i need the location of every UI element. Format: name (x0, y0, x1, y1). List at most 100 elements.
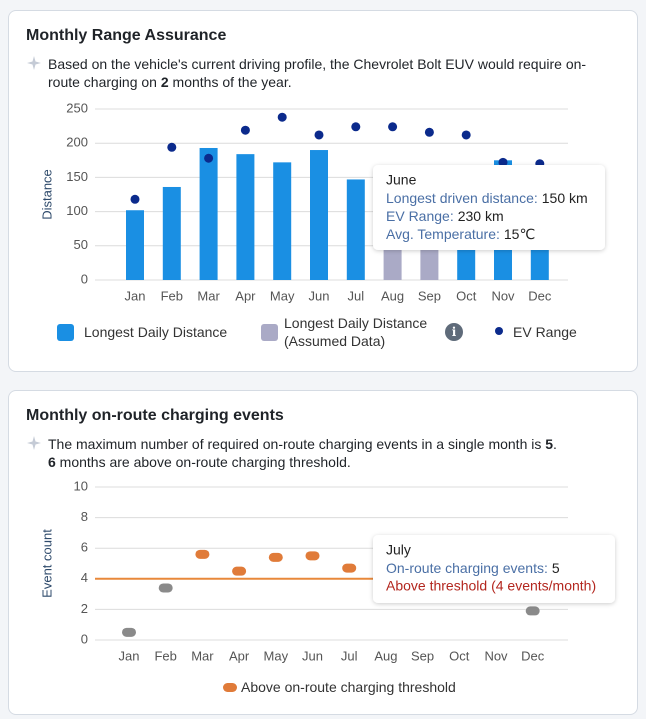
legend-label: Above on-route charging threshold (241, 679, 456, 695)
x-tick-label: Dec (528, 288, 552, 303)
tooltip-value: 150 km (542, 190, 588, 206)
text: 2 (160, 74, 169, 90)
x-tick-label: Apr (229, 648, 250, 663)
info-icon: i (445, 323, 463, 341)
tooltip-row: On-route charging events: 5 (386, 560, 560, 576)
x-tick-label: Jun (309, 288, 330, 303)
y-tick-label: 200 (66, 135, 88, 150)
x-tick-label: Jul (347, 288, 364, 303)
range-dot (167, 142, 177, 152)
event-point (158, 583, 173, 593)
bar (199, 147, 218, 280)
legend-label: Longest Daily Distance (84, 324, 228, 340)
event-point (342, 563, 357, 573)
range-dot (461, 130, 471, 140)
range-dot (498, 157, 508, 167)
sparkle-icon (27, 56, 41, 70)
text: 5 (545, 436, 554, 452)
x-tick-label: Feb (154, 648, 176, 663)
text: 6 (48, 454, 56, 470)
text: months are above on-route charging thres… (55, 454, 351, 470)
x-tick-label: Aug (381, 288, 404, 303)
bar (162, 186, 181, 280)
event-point (525, 606, 540, 616)
tooltip-title: July (386, 542, 411, 558)
tooltip (373, 165, 605, 250)
tooltip-value: 230 km (458, 208, 504, 224)
card-title: Monthly on-route charging events (26, 407, 284, 424)
y-tick-label: 2 (81, 601, 88, 616)
tooltip-label: Longest driven distance: (386, 190, 538, 206)
y-axis-title: Distance (39, 169, 54, 220)
bar (126, 210, 144, 280)
range-dot (240, 125, 250, 135)
event-point (232, 566, 247, 576)
tooltip-label: Avg. Temperature: (386, 226, 500, 242)
range-dot (388, 122, 398, 132)
y-tick-label: 0 (81, 271, 88, 286)
x-tick-label: Nov (484, 648, 508, 663)
x-tick-label: Jan (119, 648, 140, 663)
event-point (122, 627, 136, 637)
text: . (553, 436, 557, 452)
bar (273, 162, 292, 280)
tooltip-label: EV Range: (386, 208, 454, 224)
x-tick-label: Apr (235, 288, 256, 303)
x-tick-label: Aug (374, 648, 397, 663)
y-tick-label: 100 (66, 203, 88, 218)
text: months of the year. (168, 74, 292, 90)
event-point (268, 552, 283, 562)
x-tick-label: Oct (456, 288, 477, 303)
x-tick-label: Jun (302, 648, 323, 663)
y-tick-label: 150 (66, 169, 88, 184)
y-tick-label: 50 (74, 237, 88, 252)
description: Based on the vehicle's current driving p… (48, 55, 608, 91)
x-tick-label: Oct (449, 648, 470, 663)
legend-swatch (223, 683, 237, 692)
x-tick-label: Sep (411, 648, 434, 663)
legend-swatch (261, 324, 278, 341)
sparkle-icon (27, 436, 41, 450)
x-tick-label: Dec (521, 648, 545, 663)
legend-label: EV Range (513, 324, 577, 340)
range-dot (424, 127, 434, 137)
x-tick-label: May (270, 288, 295, 303)
tooltip-title: June (386, 172, 417, 188)
event-point (195, 549, 210, 559)
tooltip-row: Avg. Temperature: 15℃ (386, 226, 535, 242)
card-title: Monthly Range Assurance (26, 27, 227, 44)
bar (346, 179, 365, 280)
y-tick-label: 6 (81, 540, 88, 555)
tooltip-row: Longest driven distance: 150 km (386, 190, 588, 206)
tooltip-value: 5 (552, 560, 560, 576)
range-dot (314, 130, 324, 140)
x-tick-label: Mar (191, 648, 214, 663)
bar (310, 150, 328, 280)
y-tick-label: 4 (81, 570, 88, 585)
tooltip-label: On-route charging events: (386, 560, 548, 576)
y-tick-label: 0 (81, 631, 88, 646)
x-tick-label: Feb (161, 288, 183, 303)
description: The maximum number of required on-route … (48, 435, 608, 471)
x-tick-label: Sep (418, 288, 441, 303)
y-tick-label: 8 (81, 509, 88, 524)
text: Based on the vehicle's current driving p… (48, 56, 587, 90)
tooltip (373, 535, 615, 603)
range-dot (277, 112, 287, 122)
range-dot (130, 194, 140, 204)
y-axis-title: Event count (39, 529, 54, 598)
tooltip-value: 15℃ (504, 226, 535, 242)
range-dot (351, 122, 361, 132)
legend-swatch (57, 324, 74, 341)
y-tick-label: 250 (66, 100, 88, 115)
tooltip-note: Above threshold (4 events/month) (386, 578, 596, 594)
event-point (305, 551, 320, 561)
tooltip-row: EV Range: 230 km (386, 208, 504, 224)
x-tick-label: May (264, 648, 289, 663)
x-tick-label: Jul (341, 648, 358, 663)
y-tick-label: 10 (74, 478, 88, 493)
text: The maximum number of required on-route … (48, 436, 546, 452)
legend-label: Longest Daily Distance (Assumed Data) (284, 315, 428, 349)
